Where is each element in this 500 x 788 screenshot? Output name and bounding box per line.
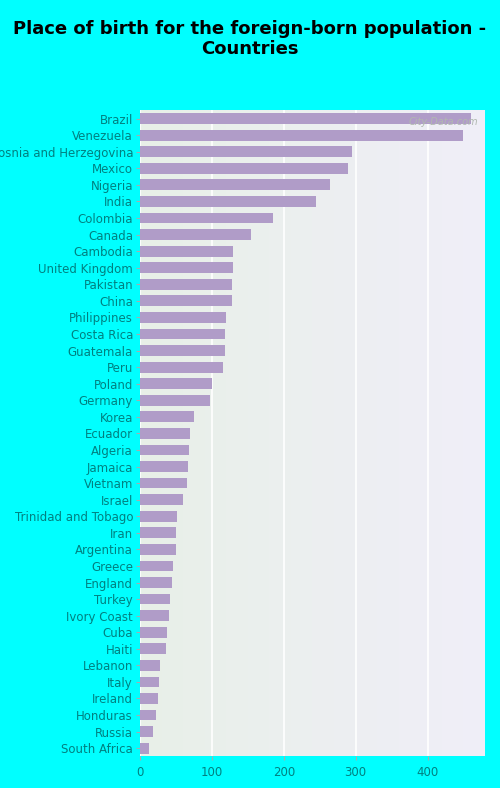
Bar	[140, 113, 470, 124]
Bar	[140, 163, 348, 173]
Bar	[140, 626, 168, 637]
Bar	[140, 411, 194, 422]
Bar	[140, 743, 148, 753]
Bar	[140, 511, 177, 522]
Bar	[140, 527, 176, 538]
Bar	[140, 544, 176, 555]
Bar	[140, 577, 172, 588]
Text: Place of birth for the foreign-born population -
Countries: Place of birth for the foreign-born popu…	[14, 20, 486, 58]
Bar	[140, 428, 190, 439]
Bar	[140, 180, 330, 190]
Bar	[140, 660, 160, 671]
Bar	[140, 727, 153, 737]
Bar	[140, 461, 188, 472]
Bar	[140, 677, 158, 687]
Bar	[140, 378, 212, 389]
Bar	[140, 395, 210, 406]
Bar	[140, 213, 273, 224]
Bar	[140, 494, 183, 505]
Bar	[140, 196, 316, 206]
Bar	[140, 262, 234, 273]
Bar	[140, 130, 464, 140]
Bar	[140, 593, 170, 604]
Bar	[140, 246, 234, 257]
Bar	[140, 312, 226, 323]
Bar	[140, 345, 225, 356]
Bar	[140, 279, 232, 290]
Bar	[140, 329, 225, 340]
Text: City-Data.com: City-Data.com	[408, 117, 478, 127]
Bar	[140, 610, 169, 621]
Bar	[140, 296, 232, 307]
Bar	[140, 643, 166, 654]
Bar	[140, 560, 173, 571]
Bar	[140, 693, 158, 704]
Bar	[140, 147, 352, 157]
Bar	[140, 362, 222, 373]
Bar	[140, 444, 189, 455]
Bar	[140, 710, 156, 720]
Bar	[140, 229, 252, 240]
Bar	[140, 478, 186, 489]
